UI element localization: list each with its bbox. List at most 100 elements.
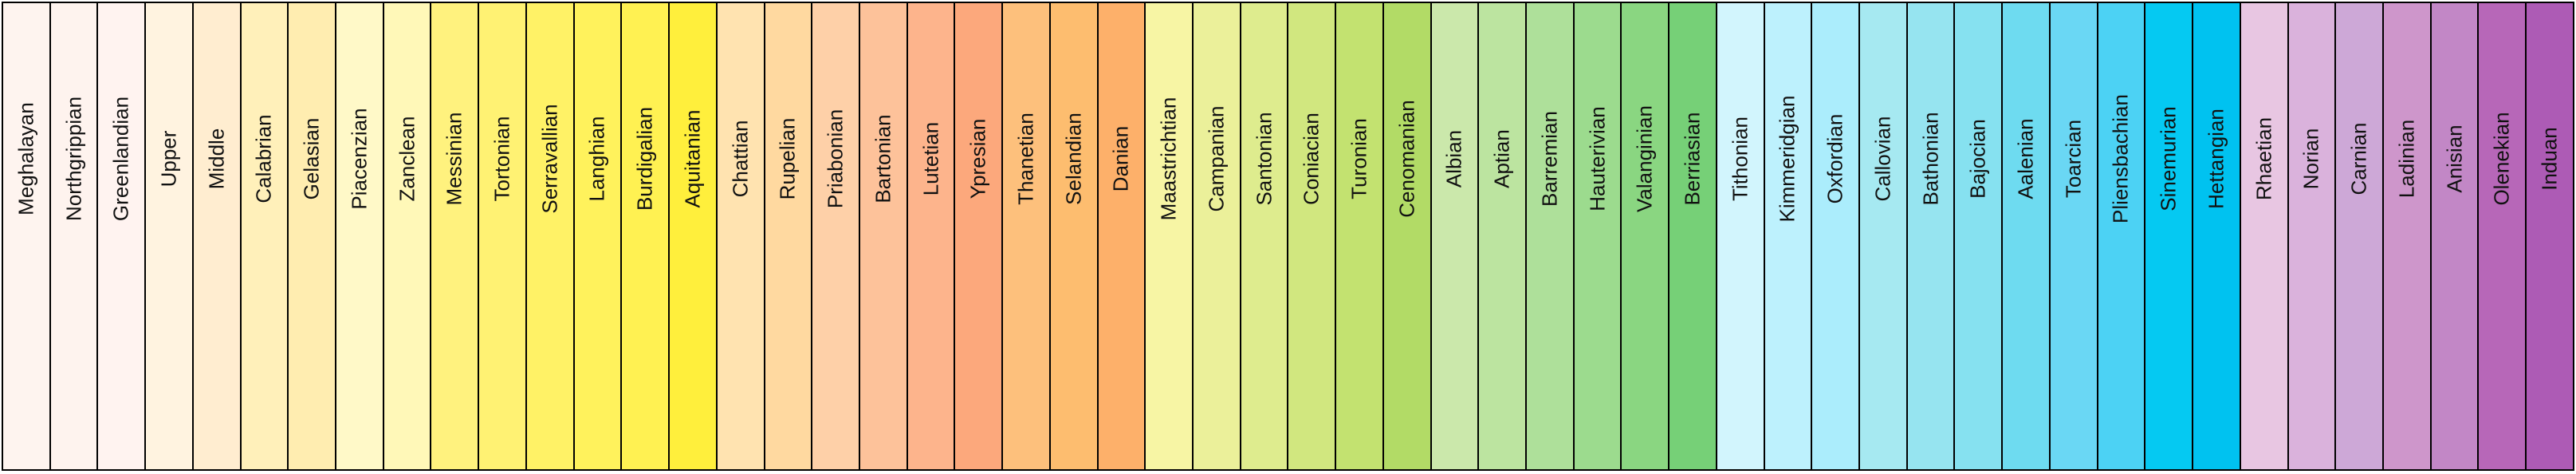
stage-label: Tithonian <box>1728 117 1752 201</box>
stage-label: Santonian <box>1252 112 1276 206</box>
stage-label: Meghalayan <box>14 102 38 215</box>
stage-aquitanian: Aquitanian <box>668 2 718 471</box>
stage-pliensbachian: Pliensbachian <box>2096 2 2146 471</box>
stage-label: Upper <box>156 130 181 188</box>
stage-berriasian: Berriasian <box>1668 2 1717 471</box>
stage-label: Turonian <box>1347 118 1371 199</box>
stage-priabonian: Priabonian <box>811 2 860 471</box>
stage-ladinian: Ladinian <box>2381 2 2432 471</box>
stage-label: Aquitanian <box>680 109 705 208</box>
stage-chattian: Chattian <box>715 2 765 471</box>
stage-messinian: Messinian <box>430 2 480 471</box>
stage-label: Maastrichtian <box>1156 97 1181 221</box>
stage-northgrippian: Northgrippian <box>49 2 99 471</box>
stage-burdigalian: Burdigalian <box>620 2 671 471</box>
stage-label: Langhian <box>584 116 609 202</box>
stage-campanian: Campanian <box>1191 2 1241 471</box>
stage-label: Thanetian <box>1013 113 1038 205</box>
stage-label: Rhaetian <box>2252 117 2276 201</box>
stage-danian: Danian <box>1096 2 1146 471</box>
stage-carnian: Carnian <box>2334 2 2384 471</box>
stage-label: Aalenian <box>2013 118 2038 199</box>
stage-label: Zanclean <box>395 116 419 202</box>
stage-label: Rupelian <box>775 117 800 200</box>
stage-albian: Albian <box>1430 2 1480 471</box>
stage-label: Oxfordian <box>1823 113 1847 204</box>
stage-kimmeridgian: Kimmeridgian <box>1763 2 1813 471</box>
stage-label: Sinemurian <box>2156 106 2181 211</box>
stage-ypresian: Ypresian <box>954 2 1004 471</box>
stage-label: Aptian <box>1489 129 1514 188</box>
stage-rhaetian: Rhaetian <box>2239 2 2289 471</box>
stage-toarcian: Toarcian <box>2048 2 2098 471</box>
stage-label: Kimmeridgian <box>1775 95 1799 223</box>
stage-bajocian: Bajocian <box>1953 2 2004 471</box>
stage-label: Piacenzian <box>347 108 372 210</box>
stage-label: Pliensbachian <box>2108 94 2133 223</box>
stage-label: Bathonian <box>1918 112 1943 206</box>
stage-label: Hettangian <box>2204 109 2228 209</box>
stage-tortonian: Tortonian <box>478 2 527 471</box>
stage-selandian: Selandian <box>1048 2 1099 471</box>
stage-label: Campanian <box>1204 105 1229 212</box>
stage-label: Middle <box>204 128 229 190</box>
stage-turonian: Turonian <box>1335 2 1384 471</box>
stage-hauterivian: Hauterivian <box>1572 2 1622 471</box>
stage-label: Calabrian <box>251 114 276 203</box>
stage-label: Selandian <box>1061 113 1086 205</box>
stage-label: Messinian <box>442 112 466 206</box>
stage-label: Danian <box>1108 125 1133 192</box>
stage-label: Chattian <box>728 120 753 198</box>
stage-gelasian: Gelasian <box>287 2 337 471</box>
stage-label: Anisian <box>2442 124 2467 193</box>
stage-label: Ladinian <box>2394 119 2419 199</box>
stage-label: Cenomanian <box>1394 100 1419 218</box>
stage-label: Northgrippian <box>61 96 86 222</box>
stage-label: Burdigalian <box>632 106 657 211</box>
stage-label: Ypresian <box>966 118 990 199</box>
stage-label: Greenlandian <box>108 96 133 222</box>
stage-label: Callovian <box>1870 116 1895 202</box>
stage-label: Induan <box>2537 127 2562 191</box>
stage-valanginian: Valanginian <box>1620 2 1670 471</box>
stage-anisian: Anisian <box>2429 2 2480 471</box>
stage-callovian: Callovian <box>1858 2 1908 471</box>
stage-label: Bartonian <box>871 114 895 203</box>
stage-calabrian: Calabrian <box>239 2 289 471</box>
stage-label: Bajocian <box>1965 119 1990 199</box>
stage-piacenzian: Piacenzian <box>335 2 384 471</box>
stage-label: Albian <box>1441 129 1466 188</box>
stage-label: Serravallian <box>537 104 562 214</box>
stage-label: Toarcian <box>2061 119 2086 199</box>
stage-middle: Middle <box>191 2 242 471</box>
stage-coniacian: Coniacian <box>1287 2 1337 471</box>
stage-label: Hauterivian <box>1585 106 1610 211</box>
stage-upper: Upper <box>144 2 194 471</box>
stage-barremian: Barremian <box>1525 2 1575 471</box>
stage-langhian: Langhian <box>572 2 623 471</box>
stage-oxfordian: Oxfordian <box>1811 2 1861 471</box>
stage-maastrichtian: Maastrichtian <box>1144 2 1194 471</box>
stage-greenlandian: Greenlandian <box>96 2 147 471</box>
stage-sinemurian: Sinemurian <box>2144 2 2194 471</box>
stage-label: Tortonian <box>490 116 514 202</box>
stage-label: Norian <box>2299 128 2323 190</box>
stage-label: Olenekian <box>2489 112 2514 206</box>
stage-hettangian: Hettangian <box>2192 2 2241 471</box>
stage-label: Carnian <box>2346 122 2371 196</box>
stage-olenekian: Olenekian <box>2477 2 2527 471</box>
stage-label: Lutetian <box>918 121 943 196</box>
stage-aptian: Aptian <box>1477 2 1527 471</box>
stage-label: Valanginian <box>1632 105 1657 212</box>
stage-santonian: Santonian <box>1239 2 1289 471</box>
stage-rupelian: Rupelian <box>763 2 813 471</box>
stage-label: Gelasian <box>299 117 324 200</box>
stage-thanetian: Thanetian <box>1001 2 1051 471</box>
stage-bartonian: Bartonian <box>858 2 908 471</box>
stage-lutetian: Lutetian <box>906 2 956 471</box>
stage-cenomanian: Cenomanian <box>1382 2 1432 471</box>
stage-induan: Induan <box>2525 2 2574 471</box>
stage-aalenian: Aalenian <box>2001 2 2051 471</box>
stage-tithonian: Tithonian <box>1715 2 1765 471</box>
